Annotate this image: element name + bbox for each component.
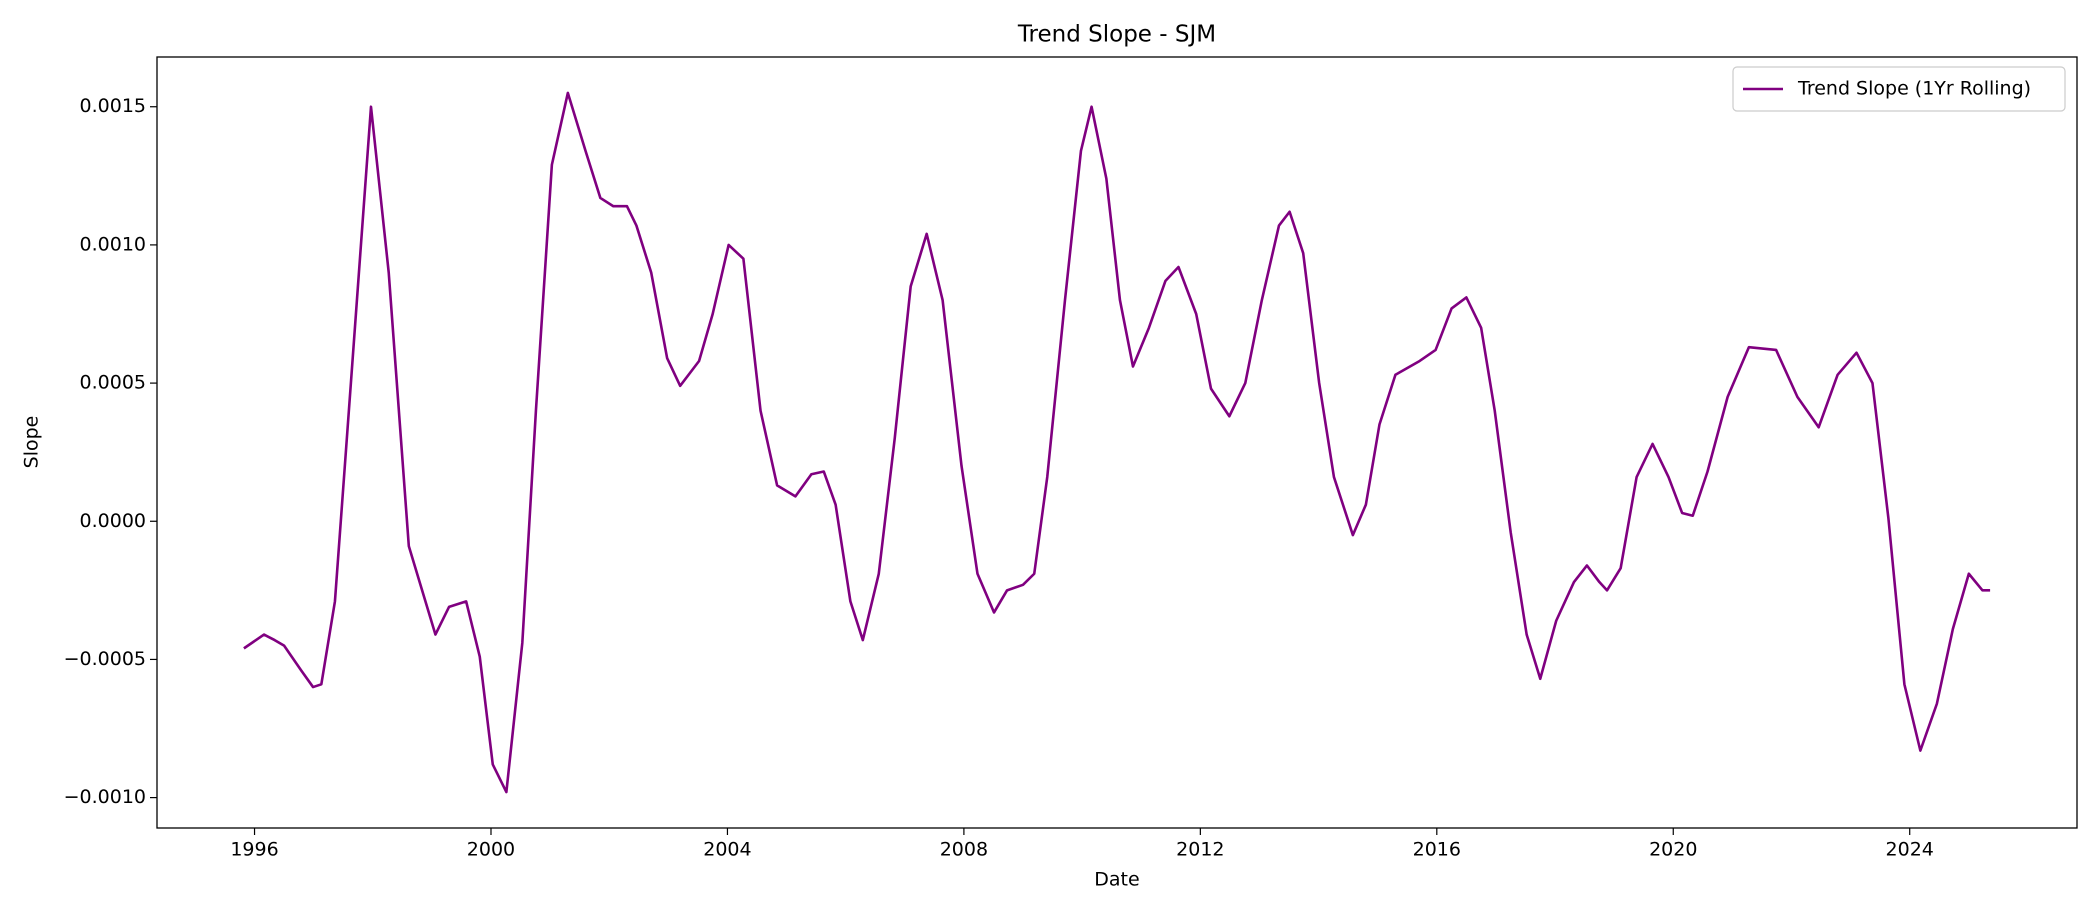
- y-axis-label: Slope: [21, 416, 43, 469]
- x-tick-label: 2000: [467, 839, 515, 861]
- legend-label: Trend Slope (1Yr Rolling): [1797, 78, 2031, 100]
- y-tick-label: 0.0010: [80, 233, 146, 255]
- y-tick-label: −0.0010: [64, 786, 146, 808]
- x-tick-label: 2016: [1413, 839, 1461, 861]
- y-tick-label: 0.0000: [80, 510, 146, 532]
- x-axis-label: Date: [1094, 869, 1139, 891]
- y-tick-label: 0.0015: [80, 95, 146, 117]
- y-tick-label: −0.0005: [64, 648, 146, 670]
- plot-frame: [156, 56, 2078, 829]
- x-tick-label: 2024: [1886, 839, 1934, 861]
- x-tick-label: 1996: [230, 839, 278, 861]
- line-series: [243, 91, 1991, 794]
- legend-box: [1732, 66, 2066, 112]
- x-tick-label: 2004: [703, 839, 751, 861]
- chart-title: Trend Slope - SJM: [1017, 22, 1216, 48]
- y-tick-label: 0.0005: [80, 372, 146, 394]
- x-tick-label: 2020: [1649, 839, 1697, 861]
- x-tick-label: 2012: [1176, 839, 1224, 861]
- x-tick-label: 2008: [940, 839, 988, 861]
